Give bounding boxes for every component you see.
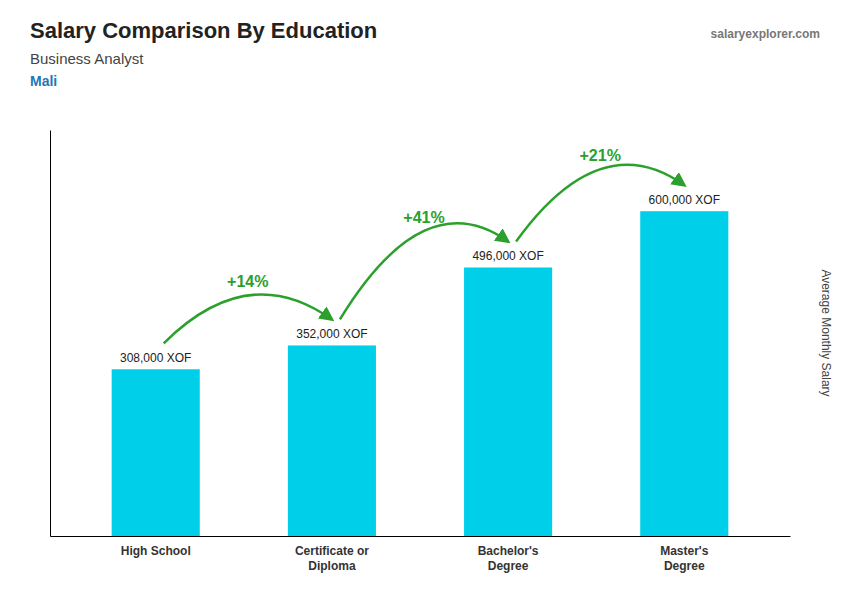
x-tick-label-line: Certificate or [295,544,369,558]
x-tick: Certificate orDiploma [295,536,369,573]
x-tick-label-line: High School [121,544,191,558]
change-label: +21% [580,147,621,164]
data-label: 352,000 XOF [296,327,367,341]
title: Salary Comparison By Education [30,18,377,43]
change-arrow [340,223,508,319]
x-tick-label-line: Master's [660,544,709,558]
x-tick-label: Master'sDegree [660,544,709,573]
data-label: 600,000 XOF [649,193,720,207]
bar [640,211,728,536]
x-axis: High School Certificate orDiploma Bachelor… [51,536,791,573]
x-tick-label: High School [121,544,191,558]
watermark: salaryexplorer.com [711,27,820,41]
bar [464,267,552,536]
x-tick: Master'sDegree [660,536,709,573]
bar [112,369,200,536]
x-axis-line [51,536,791,537]
bars [112,211,729,536]
x-tick-label: Bachelor'sDegree [478,544,539,573]
x-tick-label-line: Degree [488,559,529,573]
change-label: +14% [227,273,268,290]
x-tick-label: Certificate orDiploma [295,544,369,573]
data-label: 496,000 XOF [472,249,543,263]
change-annotations: +14% +41% +21% [164,147,685,343]
change-arrow [164,294,332,343]
y-axis-line [50,131,51,537]
y-axis [50,131,51,537]
data-label: 308,000 XOF [120,351,191,365]
x-tick-label-line: Bachelor's [478,544,539,558]
x-tick-label-line: Diploma [308,559,356,573]
x-tick: Bachelor'sDegree [478,536,539,573]
x-tick-label-line: Degree [664,559,705,573]
data-labels: 308,000 XOF 352,000 XOF 496,000 XOF 600,000… [120,193,720,365]
plot: High School Certificate orDiploma Bachelor… [51,131,791,573]
chart: Salary Comparison By Education Business A… [0,0,850,606]
change-label: +41% [403,209,444,226]
change-arrow [516,165,684,242]
y-axis-title: Average Monthly Salary [819,269,833,396]
bar [288,345,376,536]
country: Mali [30,73,57,89]
subtitle: Business Analyst [30,50,144,67]
x-tick: High School [121,536,191,558]
